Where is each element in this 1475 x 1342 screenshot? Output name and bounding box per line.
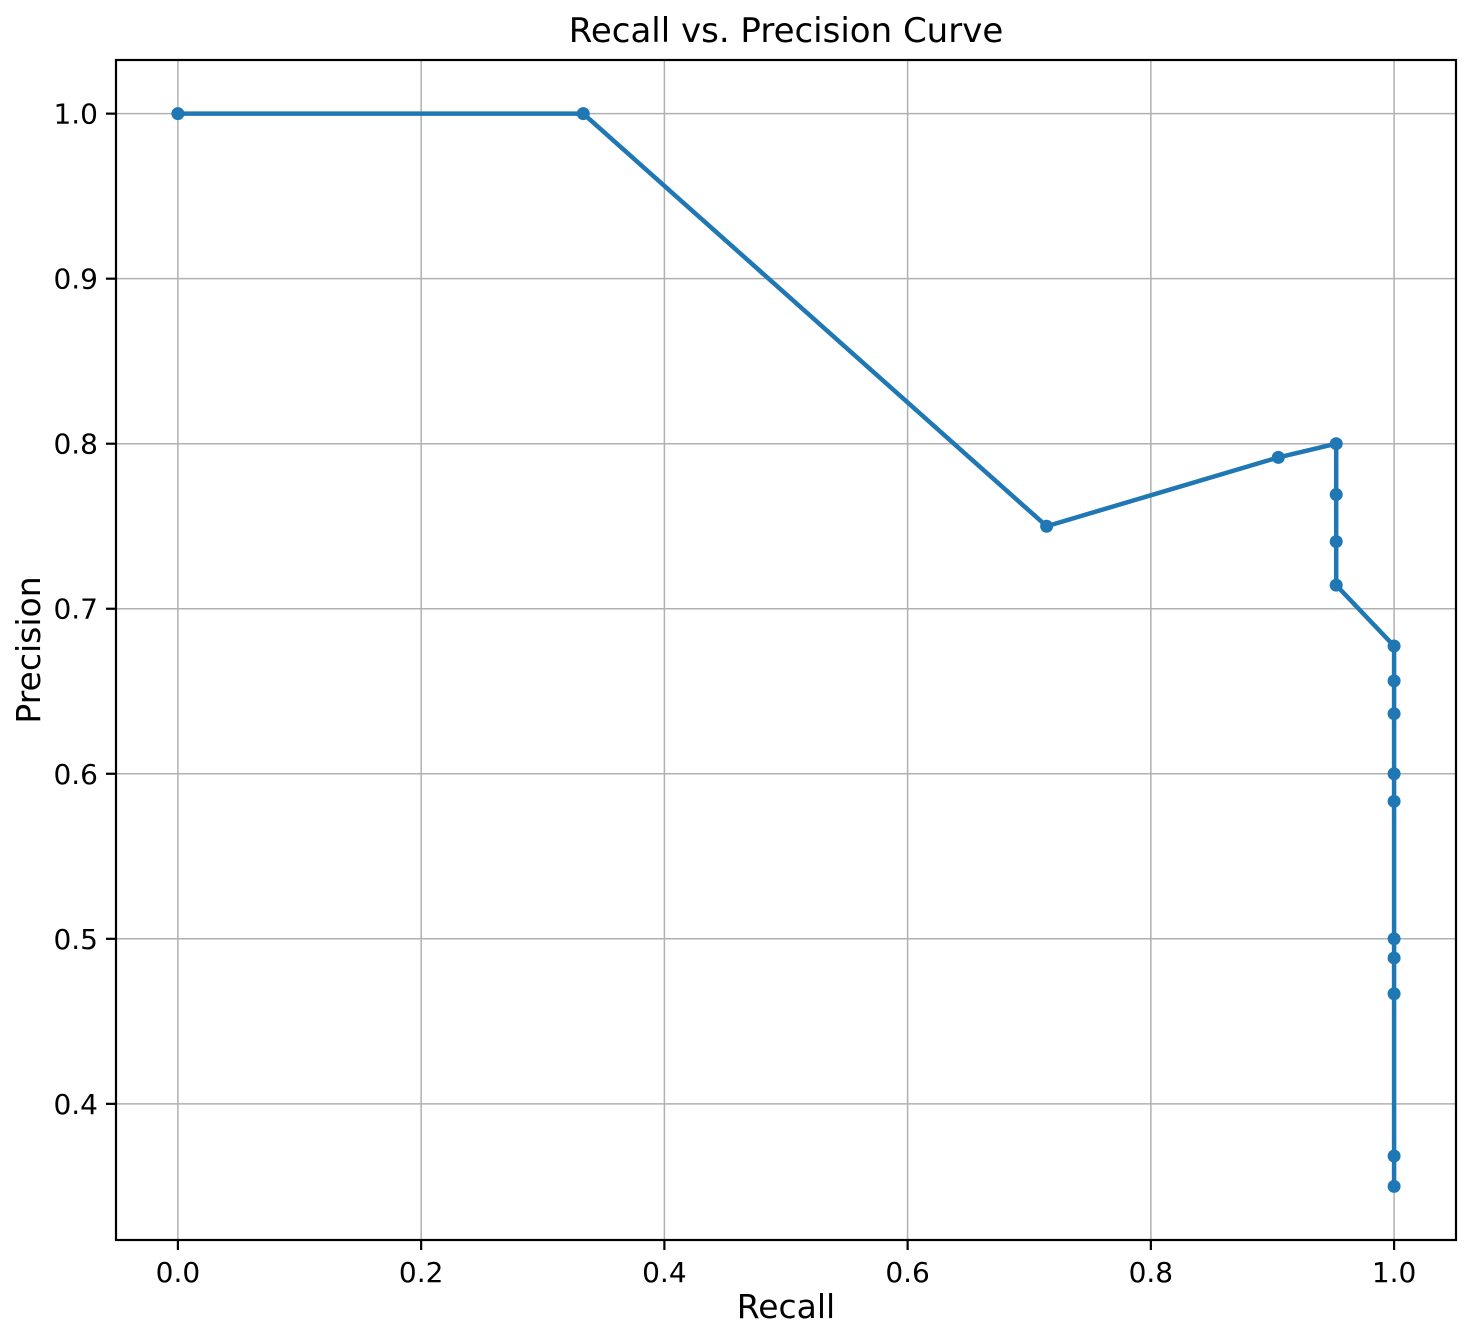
y-axis-label: Precision: [9, 576, 48, 723]
y-tick-label: 0.7: [53, 593, 98, 626]
pr-line-series: [171, 107, 1401, 1193]
data-point-marker: [1040, 519, 1054, 533]
y-tick-label: 1.0: [53, 98, 98, 131]
chart-title: Recall vs. Precision Curve: [569, 11, 1004, 51]
x-tick-label: 0.8: [1129, 1256, 1174, 1289]
data-point-marker: [1271, 450, 1285, 464]
y-tick-label: 0.6: [53, 758, 98, 791]
x-tick-label: 0.0: [156, 1256, 201, 1289]
data-point-marker: [1387, 932, 1401, 946]
data-point-marker: [1387, 987, 1401, 1001]
pr-curve-line: [175, 111, 1397, 1189]
y-gridlines: [116, 112, 1456, 1105]
x-tick-labels: 0.0 0.2 0.4 0.6 0.8 1.0: [156, 1256, 1417, 1289]
x-axis-label: Recall: [737, 1287, 835, 1326]
data-point-marker: [1329, 535, 1343, 549]
data-point-marker: [1387, 1149, 1401, 1163]
x-tick-label: 0.4: [642, 1256, 687, 1289]
data-point-marker: [1329, 488, 1343, 502]
data-point-marker: [1329, 437, 1343, 451]
data-point-marker: [576, 107, 590, 121]
data-point-marker: [1387, 674, 1401, 688]
plot-area-frame: [114, 58, 1458, 1242]
data-point-marker: [1387, 794, 1401, 808]
data-point-marker: [1387, 639, 1401, 653]
y-tick-labels: 0.4 0.5 0.6 0.7 0.8 0.9 1.0: [53, 98, 98, 1121]
data-point-marker: [1387, 1179, 1401, 1193]
y-tick-label: 0.8: [53, 428, 98, 461]
y-tick-label: 0.9: [53, 263, 98, 296]
y-tick-label: 0.4: [53, 1088, 98, 1121]
x-tick-label: 0.6: [885, 1256, 930, 1289]
x-tick-label: 0.2: [399, 1256, 444, 1289]
data-point-marker: [1329, 578, 1343, 592]
x-tick-label: 1.0: [1372, 1256, 1417, 1289]
data-point-marker: [1387, 767, 1401, 781]
y-ticks: [106, 112, 116, 1105]
y-tick-label: 0.5: [53, 923, 98, 956]
x-gridlines: [177, 60, 1395, 1240]
x-ticks: [176, 1240, 1396, 1250]
data-point-marker: [1387, 707, 1401, 721]
data-point-marker: [171, 107, 185, 121]
data-point-marker: [1387, 951, 1401, 965]
